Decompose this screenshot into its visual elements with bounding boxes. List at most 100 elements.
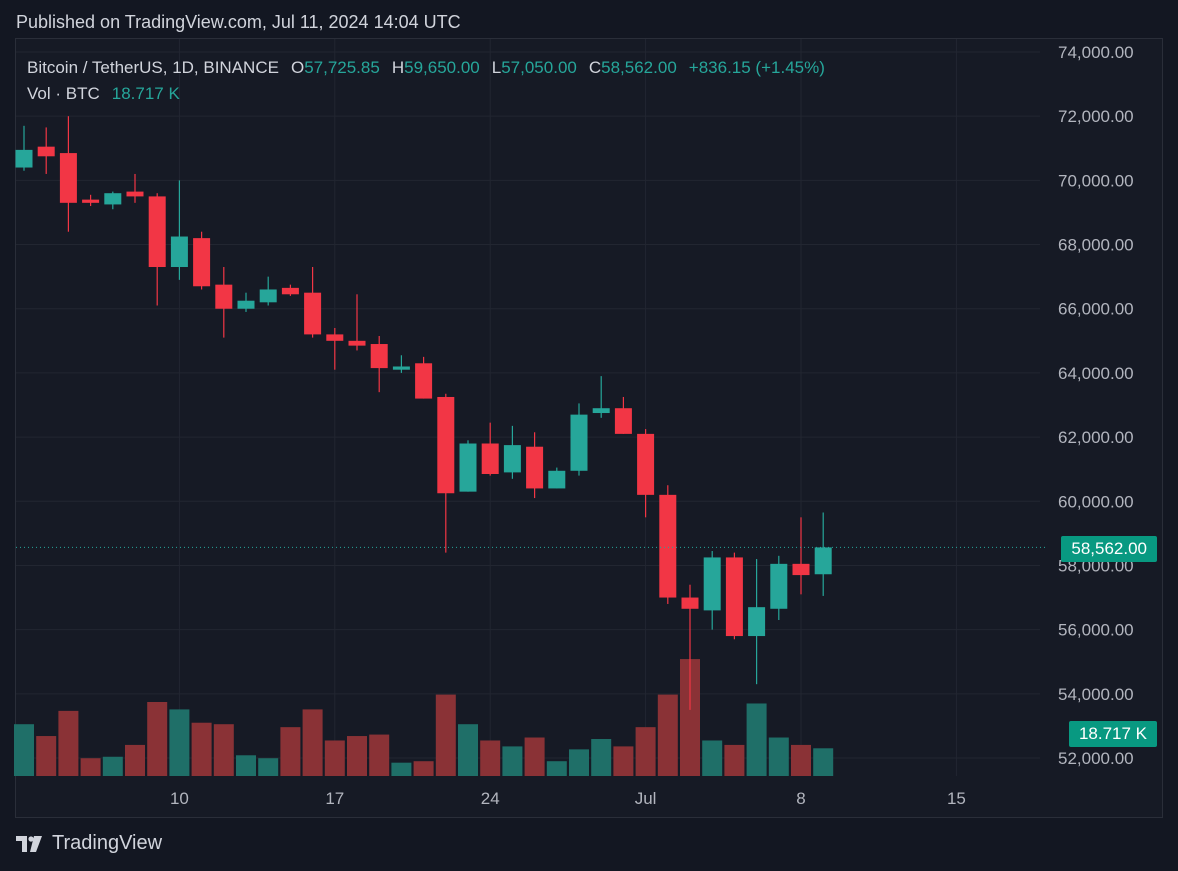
tradingview-logo-icon bbox=[16, 835, 42, 852]
volume-label[interactable]: Vol · BTC bbox=[27, 84, 100, 103]
candle[interactable] bbox=[415, 356, 433, 399]
volume-bars bbox=[14, 659, 834, 776]
price-axis[interactable]: 74,000.00 72,000.00 70,000.00 68,000.00 66,0… bbox=[1058, 43, 1134, 768]
candle[interactable] bbox=[614, 396, 632, 434]
time-tick-label: Jul bbox=[635, 789, 657, 808]
candle-body bbox=[503, 445, 521, 473]
candle[interactable] bbox=[304, 267, 322, 338]
volume-bar bbox=[746, 703, 767, 776]
candle-body bbox=[126, 191, 144, 197]
candle[interactable] bbox=[148, 193, 166, 306]
candle-body bbox=[703, 557, 721, 611]
candle[interactable] bbox=[437, 393, 455, 553]
candle-body bbox=[237, 300, 255, 309]
volume-bar bbox=[502, 746, 523, 776]
candle-body bbox=[415, 363, 433, 399]
tradingview-logo[interactable]: TradingView bbox=[16, 832, 162, 855]
candle[interactable] bbox=[459, 440, 477, 492]
candle[interactable] bbox=[503, 425, 521, 479]
candle[interactable] bbox=[59, 116, 77, 232]
volume-bar bbox=[657, 694, 678, 776]
candle[interactable] bbox=[637, 429, 655, 518]
low-label: L bbox=[491, 58, 502, 77]
candle[interactable] bbox=[659, 485, 677, 604]
price-tick-label: 60,000.00 bbox=[1058, 492, 1134, 511]
candle-body bbox=[15, 149, 33, 168]
candle[interactable] bbox=[392, 355, 410, 373]
candle[interactable] bbox=[281, 284, 299, 296]
volume-bar bbox=[369, 734, 390, 776]
candle-body bbox=[59, 153, 77, 203]
candle[interactable] bbox=[170, 180, 188, 280]
candle-body bbox=[259, 289, 277, 303]
candle[interactable] bbox=[259, 276, 277, 306]
candle-body bbox=[170, 236, 188, 268]
volume-bar bbox=[102, 756, 123, 776]
candle-body bbox=[437, 396, 455, 494]
candle[interactable] bbox=[792, 517, 810, 595]
candle[interactable] bbox=[215, 267, 233, 338]
volume-bar bbox=[213, 724, 234, 776]
candle[interactable] bbox=[725, 552, 743, 640]
candle[interactable] bbox=[193, 231, 211, 290]
candle[interactable] bbox=[37, 127, 55, 174]
volume-bar bbox=[280, 727, 301, 776]
chart-frame[interactable] bbox=[15, 38, 1163, 818]
candle[interactable] bbox=[570, 403, 588, 476]
candle[interactable] bbox=[126, 173, 144, 203]
volume-bar bbox=[768, 737, 789, 776]
time-axis[interactable]: 10 17 24 Jul 8 15 bbox=[170, 789, 966, 808]
candle-body bbox=[326, 334, 344, 341]
candle-body bbox=[659, 494, 677, 598]
candle-body bbox=[148, 196, 166, 268]
time-tick-label: 24 bbox=[481, 789, 500, 808]
candle[interactable] bbox=[703, 551, 721, 630]
candle-body bbox=[748, 607, 766, 637]
candles[interactable] bbox=[15, 116, 832, 710]
candle[interactable] bbox=[814, 512, 832, 596]
candle[interactable] bbox=[326, 327, 344, 370]
candle-body bbox=[614, 408, 632, 434]
candle[interactable] bbox=[82, 194, 100, 207]
candle[interactable] bbox=[770, 555, 788, 621]
time-tick-label: 8 bbox=[796, 789, 805, 808]
candle-body bbox=[681, 597, 699, 609]
candle-body bbox=[37, 146, 55, 157]
candle[interactable] bbox=[370, 336, 388, 393]
candle[interactable] bbox=[681, 584, 699, 710]
candle-body bbox=[215, 284, 233, 309]
close-value: 58,562.00 bbox=[601, 58, 677, 77]
candle-body bbox=[281, 287, 299, 295]
volume-bar bbox=[480, 740, 501, 776]
volume-bar bbox=[813, 748, 834, 776]
candle[interactable] bbox=[481, 422, 499, 476]
candle[interactable] bbox=[526, 432, 544, 499]
candle[interactable] bbox=[104, 191, 122, 210]
candle-body bbox=[548, 470, 566, 489]
volume-bar bbox=[569, 749, 589, 776]
ohlc-row: Bitcoin / TetherUS, 1D, BINANCE O 57,725.… bbox=[27, 55, 825, 81]
high-label: H bbox=[391, 58, 405, 77]
candle[interactable] bbox=[548, 467, 566, 489]
candle-body bbox=[526, 446, 544, 489]
candle[interactable] bbox=[348, 294, 366, 351]
symbol-label[interactable]: Bitcoin / TetherUS, 1D, BINANCE bbox=[27, 58, 279, 77]
volume-bar bbox=[347, 736, 367, 776]
change-value: +836.15 (+1.45%) bbox=[688, 58, 825, 77]
volume-bar bbox=[613, 746, 634, 776]
candle-body bbox=[570, 414, 588, 471]
candle[interactable] bbox=[237, 292, 255, 312]
candle[interactable] bbox=[15, 125, 33, 171]
volume-bar bbox=[14, 724, 34, 776]
price-tick-label: 64,000.00 bbox=[1058, 364, 1134, 383]
candle-body bbox=[814, 547, 832, 575]
volume-bar bbox=[36, 736, 57, 776]
candle[interactable] bbox=[748, 559, 766, 685]
price-tick-label: 54,000.00 bbox=[1058, 685, 1134, 704]
volume-bar bbox=[591, 739, 612, 776]
volume-bar bbox=[413, 761, 434, 776]
volume-bar bbox=[458, 724, 478, 776]
high-value: 59,650.00 bbox=[404, 58, 480, 77]
candle[interactable] bbox=[592, 376, 610, 418]
